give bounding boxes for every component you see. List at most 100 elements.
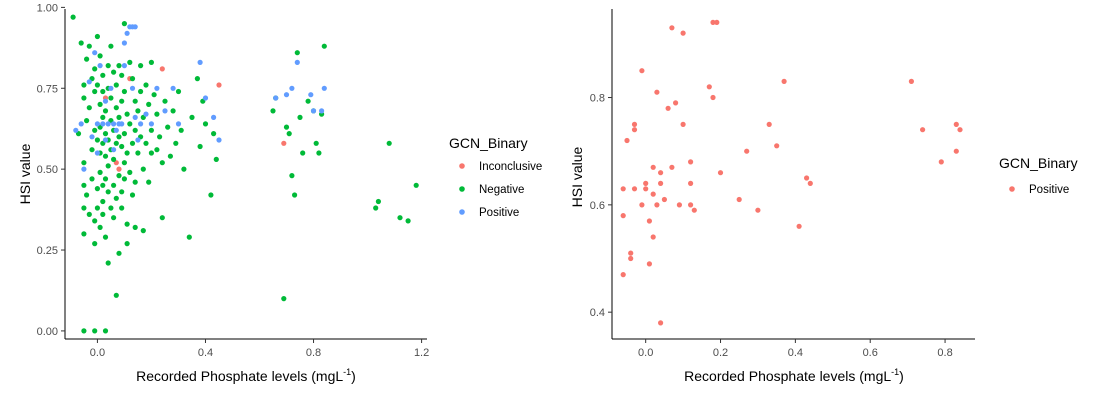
left-point-negative-40 bbox=[100, 182, 106, 188]
right-point-positive-44 bbox=[774, 143, 780, 149]
left-point-negative-74 bbox=[116, 250, 122, 256]
left-point-negative-133 bbox=[202, 121, 209, 127]
left-legend-label-negative: Negative bbox=[479, 184, 524, 196]
left-point-negative-155 bbox=[386, 140, 392, 146]
right-x-tick-label-0: 0.0 bbox=[638, 347, 653, 359]
left-point-negative-30 bbox=[97, 53, 103, 59]
left-point-positive-45 bbox=[319, 108, 325, 114]
left-point-negative-49 bbox=[105, 63, 111, 69]
left-point-positive-10 bbox=[102, 98, 109, 104]
left-point-negative-150 bbox=[316, 150, 322, 156]
left-point-negative-5 bbox=[81, 160, 87, 166]
left-point-negative-34 bbox=[97, 169, 103, 175]
left-x-tick-label-1: 0.4 bbox=[198, 347, 213, 359]
right-x-axis-title: Recorded Phosphate levels (mgL-1) bbox=[684, 367, 904, 384]
left-y-tick-label-3: 0.75 bbox=[37, 83, 58, 95]
right-points bbox=[620, 19, 963, 326]
left-point-negative-81 bbox=[121, 88, 127, 95]
left-point-negative-154 bbox=[375, 198, 381, 205]
left-point-negative-116 bbox=[154, 147, 160, 153]
left-point-positive-19 bbox=[121, 40, 127, 46]
right-point-positive-53 bbox=[953, 148, 959, 154]
right-legend-title: GCN_Binary bbox=[999, 155, 1078, 171]
left-point-negative-20 bbox=[92, 88, 98, 95]
left-point-negative-89 bbox=[127, 59, 133, 65]
right-point-positive-3 bbox=[624, 137, 630, 144]
left-legend-label-positive: Positive bbox=[479, 207, 519, 219]
left-point-negative-44 bbox=[102, 131, 109, 137]
left-point-negative-17 bbox=[89, 147, 95, 153]
left-point-negative-85 bbox=[124, 111, 130, 117]
left-point-negative-113 bbox=[148, 150, 154, 156]
right-point-positive-4 bbox=[628, 255, 634, 262]
left-point-inconclusive-5 bbox=[216, 82, 222, 88]
left-point-negative-54 bbox=[105, 260, 111, 266]
left-point-negative-15 bbox=[86, 211, 92, 217]
left-point-positive-33 bbox=[170, 85, 176, 91]
left-x-ticks: 0.0 0.4 0.8 1.2 bbox=[90, 339, 429, 359]
left-point-negative-111 bbox=[148, 59, 154, 65]
left-point-negative-101 bbox=[138, 63, 144, 69]
left-point-positive-24 bbox=[132, 24, 138, 30]
right-point-positive-2 bbox=[620, 186, 626, 192]
right-legend-label-positive: Positive bbox=[1029, 184, 1069, 196]
left-point-negative-84 bbox=[121, 176, 127, 182]
right-point-positive-34 bbox=[691, 207, 697, 213]
right-point-positive-1 bbox=[620, 213, 626, 219]
right-point-positive-40 bbox=[736, 196, 742, 203]
left-point-negative-11 bbox=[84, 118, 90, 124]
left-point-negative-157 bbox=[405, 218, 411, 224]
right-point-positive-49 bbox=[908, 78, 915, 84]
left-point-positive-29 bbox=[143, 111, 149, 117]
right-point-positive-26 bbox=[669, 164, 675, 170]
left-point-negative-141 bbox=[286, 131, 292, 137]
left-y-tick-label-0: 0.00 bbox=[37, 326, 58, 338]
right-point-positive-51 bbox=[938, 159, 944, 165]
left-point-positive-7 bbox=[94, 150, 100, 156]
right-point-positive-10 bbox=[639, 202, 645, 208]
left-point-negative-112 bbox=[148, 127, 154, 133]
right-x-tick-label-3: 0.6 bbox=[863, 347, 878, 359]
right-x-ticks: 0.0 0.2 0.4 0.6 0.8 bbox=[638, 339, 953, 359]
left-point-negative-144 bbox=[294, 50, 300, 56]
left-point-negative-87 bbox=[124, 221, 130, 227]
left-point-negative-136 bbox=[213, 156, 219, 162]
right-point-positive-47 bbox=[804, 175, 810, 181]
left-point-negative-125 bbox=[175, 88, 182, 95]
left-point-negative-135 bbox=[211, 131, 217, 137]
right-y-ticks: 0.4 0.6 0.8 bbox=[590, 93, 612, 319]
left-point-negative-65 bbox=[113, 82, 119, 88]
left-legend-key-positive bbox=[459, 209, 465, 215]
left-point-negative-18 bbox=[89, 176, 95, 182]
left-point-positive-3 bbox=[86, 79, 92, 85]
left-point-negative-55 bbox=[108, 43, 114, 49]
left-point-negative-59 bbox=[108, 205, 114, 211]
left-point-positive-4 bbox=[89, 134, 95, 140]
left-point-negative-79 bbox=[119, 205, 125, 211]
right-point-positive-18 bbox=[654, 89, 660, 95]
left-point-negative-71 bbox=[116, 114, 122, 120]
left-point-negative-73 bbox=[116, 173, 122, 179]
left-point-positive-35 bbox=[197, 59, 203, 65]
left-point-negative-12 bbox=[84, 192, 90, 198]
left-point-negative-91 bbox=[127, 169, 133, 175]
left-point-negative-107 bbox=[143, 82, 149, 88]
left-point-negative-37 bbox=[100, 88, 106, 95]
left-point-negative-24 bbox=[92, 328, 98, 334]
left-point-positive-8 bbox=[97, 63, 103, 69]
left-point-negative-77 bbox=[119, 143, 125, 150]
left-point-negative-99 bbox=[135, 108, 141, 114]
left-point-negative-70 bbox=[116, 63, 122, 69]
left-point-inconclusive-4 bbox=[159, 66, 165, 72]
right-y-tick-label-1: 0.6 bbox=[590, 200, 605, 212]
left-point-negative-35 bbox=[97, 224, 103, 230]
left-x-axis-title: Recorded Phosphate levels (mgL-1) bbox=[136, 367, 356, 384]
left-point-negative-105 bbox=[140, 166, 146, 172]
left-point-negative-36 bbox=[100, 72, 106, 78]
left-point-negative-152 bbox=[321, 43, 327, 49]
left-point-negative-66 bbox=[113, 105, 119, 111]
left-point-negative-142 bbox=[289, 173, 295, 179]
left-point-negative-143 bbox=[292, 192, 298, 198]
left-point-negative-38 bbox=[100, 114, 106, 120]
left-point-negative-75 bbox=[119, 72, 125, 78]
